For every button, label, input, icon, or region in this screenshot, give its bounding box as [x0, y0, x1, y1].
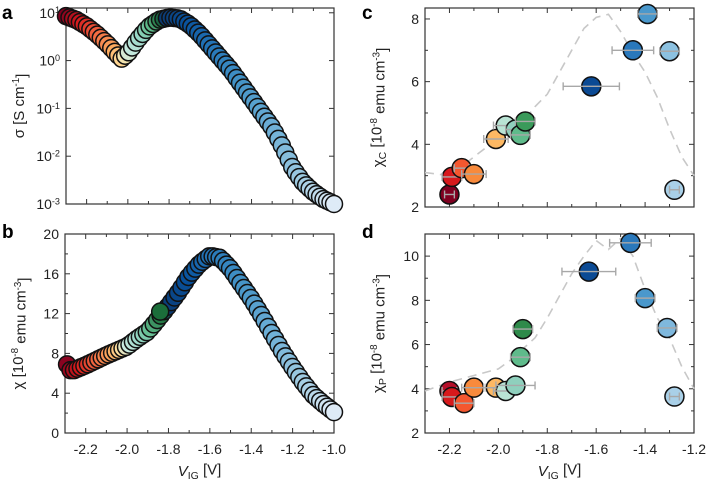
x-tick-label: -2.0: [486, 441, 510, 457]
y-tick-label: 10-1​: [36, 100, 60, 116]
y-tick-label: 2: [411, 425, 419, 441]
y-tick-label: 10-2​: [36, 148, 60, 164]
x-tick-label: -1.6: [198, 441, 222, 457]
y-tick-label: 0: [51, 425, 59, 441]
data-point: [324, 194, 344, 214]
reference-curve-dashed: [424, 237, 695, 392]
y-tick-label: 6: [411, 337, 419, 353]
plot-frame: [65, 7, 335, 205]
panel-b-susceptibility: -2.2 -2.0 -1.8 -1.6 -1.4 -1.2 -1.0 0 4 8 12 16 20 χ […: [10, 226, 346, 482]
y-axis-label: σ [S cm-1​]: [11, 74, 31, 139]
y-axis-label: χP​ [10-8​ emu cm-3​]: [369, 274, 391, 393]
y-tick-label: 16: [43, 266, 59, 282]
y-tick-label: 8: [411, 11, 419, 27]
panel-a-conductivity: 10-3​ 10-2​ 10-1​ 100​ 101​ σ [S cm-1​]: [11, 5, 344, 214]
y-tick-label: 100​: [39, 53, 60, 69]
x-tick-label: -1.6: [584, 441, 608, 457]
y-tick-label: 20: [43, 226, 59, 242]
panel-c-curie-susceptibility: 2 4 6 8 χC​ [10-8​ emu cm-3​]: [369, 3, 695, 215]
panel-d-pauli-susceptibility: -2.2 -2.0 -1.8 -1.6 -1.4 -1.2 2 4 6 8 10 χP​ [10-8​…: [369, 232, 706, 483]
x-tick-label: -2.2: [74, 441, 98, 457]
x-axis-label: VIG​ [V]: [178, 462, 222, 483]
panel-letter-c: c: [362, 3, 373, 24]
x-axis-label: VIG​ [V]: [538, 462, 582, 483]
x-tick-label: -1.8: [156, 441, 180, 457]
x-tick-label: -2.2: [437, 441, 461, 457]
x-tick-label: -1.8: [535, 441, 559, 457]
plot-frame: [424, 233, 695, 434]
y-tick-label: 101​: [39, 5, 60, 21]
x-tick-label: -1.4: [239, 441, 263, 457]
y-tick-label: 2: [411, 199, 419, 215]
data-point-outlier: [150, 302, 170, 321]
data-point: [324, 402, 344, 422]
x-tick-label: -2.0: [115, 441, 139, 457]
plot-frame: [424, 7, 695, 208]
x-tick-label: -1.0: [322, 441, 346, 457]
y-tick-label: 12: [43, 306, 59, 322]
y-tick-label: 4: [411, 381, 419, 397]
y-tick-label: 4: [411, 136, 419, 152]
x-tick-label: -1.2: [682, 441, 706, 457]
y-tick-label: 4: [51, 385, 59, 401]
y-tick-label: 10: [403, 248, 419, 264]
y-tick-label: 8: [51, 345, 59, 361]
x-tick-label: -1.4: [633, 441, 657, 457]
reference-curve-dashed: [424, 13, 695, 177]
y-tick-label: 8: [411, 292, 419, 308]
x-tick-label: -1.2: [281, 441, 305, 457]
y-tick-label: 6: [411, 74, 419, 90]
y-tick-label: 10-3​: [36, 196, 60, 212]
y-axis-label: χ [10-8​ emu cm-3​]: [10, 278, 32, 390]
panel-letter-d: d: [362, 222, 374, 243]
panel-letter-b: b: [2, 222, 14, 243]
y-axis-label: χC​ [10-8​ emu cm-3​]: [369, 48, 391, 168]
panel-letter-a: a: [2, 3, 13, 24]
